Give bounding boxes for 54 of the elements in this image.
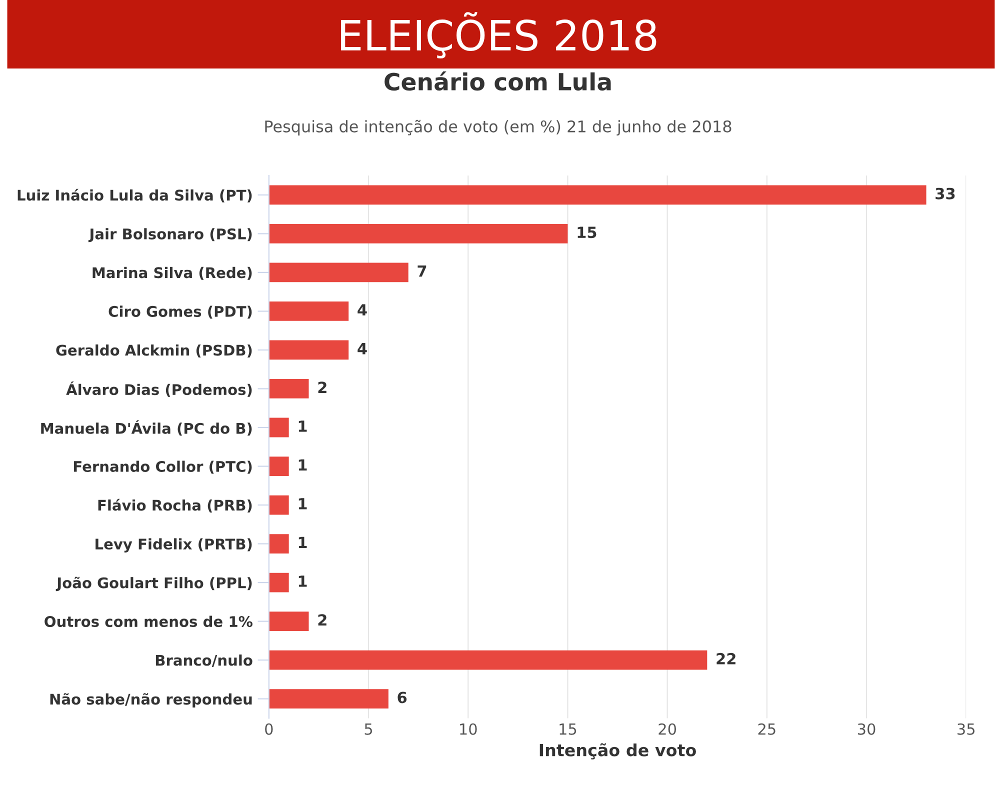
y-tick-label: Álvaro Dias (Podemos) — [66, 381, 252, 397]
data-label: 4 — [358, 343, 367, 354]
text: ELEIÇÕES 2018 — [341, 12, 656, 58]
x-tick-label: 20 — [658, 723, 676, 735]
y-tick-label: Marina Silva (Rede) — [92, 266, 252, 280]
x-tick-label: 25 — [758, 723, 776, 735]
y-tick-label: Outros com menos de 1% — [44, 616, 252, 628]
y-tick-label: Ciro Gomes (PDT) — [108, 306, 252, 319]
bar — [268, 495, 289, 515]
data-label: 1 — [298, 420, 307, 432]
bar — [268, 379, 309, 398]
data-label: 22 — [716, 652, 736, 664]
data-label: 15 — [578, 226, 596, 238]
x-tick-label: 35 — [958, 723, 975, 735]
data-label: 1 — [298, 459, 307, 470]
bar — [268, 302, 349, 321]
bar — [268, 534, 289, 554]
bar — [268, 612, 309, 631]
data-label: 7 — [418, 266, 426, 277]
bar — [268, 262, 408, 282]
x-tick-label: 5 — [364, 724, 372, 735]
data-label: 1 — [298, 576, 307, 587]
data-label: 33 — [936, 188, 955, 200]
data-label: 1 — [298, 536, 307, 548]
data-label: 1 — [298, 498, 307, 510]
y-tick-label: Branco/nulo — [156, 654, 252, 667]
bar — [268, 650, 708, 670]
x-tick-label: 30 — [858, 723, 876, 735]
bar — [268, 456, 289, 476]
y-tick-label: Não sabe/não respondeu — [50, 693, 252, 708]
chart-subtitle: Pesquisa de intenção de voto (em %) 21 de junho de 2018 — [265, 120, 732, 136]
bar — [268, 340, 349, 360]
y-tick-label: Luiz Inácio Lula da Silva (PT) — [18, 188, 252, 202]
x-tick-label: 10 — [460, 723, 477, 735]
y-tick-label: Jair Bolsonaro (PSL) — [88, 228, 252, 242]
y-tick-label: Fernando Collor (PTC) — [74, 460, 252, 474]
bar — [268, 224, 568, 244]
y-tick-label: Flávio Rocha (PRB) — [98, 498, 252, 512]
data-label: 6 — [398, 692, 407, 704]
bar — [268, 572, 289, 592]
x-axis-title: Intenção de voto — [540, 743, 696, 760]
y-tick-label: João Goulart Filho (PPL) — [56, 576, 252, 592]
chart-title: Cenário com Lula — [384, 71, 611, 91]
bar — [268, 689, 388, 709]
y-tick-label: Geraldo Alckmin (PSDB) — [56, 344, 252, 358]
data-label: 2 — [318, 614, 326, 626]
x-tick-label: 15 — [560, 724, 576, 735]
data-label: 2 — [318, 382, 326, 393]
data-label: 4 — [358, 304, 367, 316]
x-tick-label: 0 — [265, 723, 273, 735]
y-tick-label: Levy Fidelix (PRTB) — [96, 538, 252, 552]
y-tick-label: Manuela D'Ávila (PC do B) — [41, 420, 252, 436]
bar — [268, 185, 926, 205]
bar — [268, 418, 289, 438]
